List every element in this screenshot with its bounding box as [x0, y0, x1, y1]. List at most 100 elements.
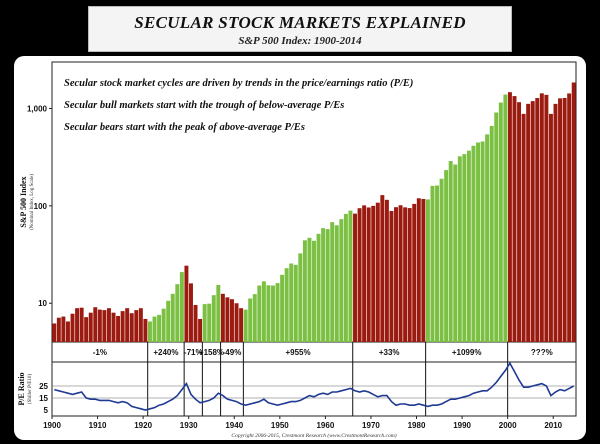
bar-1910 [97, 309, 102, 342]
bar-1900 [52, 323, 57, 342]
bar-1945 [257, 285, 262, 342]
bar-1943 [248, 298, 253, 342]
bar-1960 [325, 229, 330, 342]
bar-1952 [289, 263, 294, 342]
bar-1922 [152, 316, 157, 342]
bar-1901 [56, 317, 61, 342]
x-tick-label: 1920 [134, 421, 152, 430]
bar-1956 [307, 237, 312, 342]
y-tick-label: 1,000 [27, 104, 48, 113]
x-tick-label: 1970 [362, 421, 380, 430]
bar-1948 [271, 285, 275, 342]
bar-1973 [384, 199, 389, 342]
bar-2007 [539, 93, 544, 342]
bar-1954 [298, 253, 303, 342]
bar-1913 [111, 312, 116, 342]
bar-1953 [293, 264, 298, 342]
bar-1919 [138, 308, 143, 342]
bar-1971 [375, 202, 380, 342]
regime-label: +1099% [452, 348, 482, 357]
bar-1923 [157, 314, 162, 342]
bar-1982 [425, 199, 430, 342]
pe-y-tick-label: 15 [39, 394, 48, 403]
chart-svg: 10 100 1,000 S&P 500 Index (Nominal Index, L… [17, 61, 577, 439]
bar-1994 [480, 141, 485, 342]
bar-1963 [339, 219, 344, 342]
x-tick-label: 1940 [225, 421, 243, 430]
bar-1934 [207, 303, 212, 342]
bar-1932 [198, 318, 203, 342]
bar-1927 [175, 284, 180, 342]
plot-panel: 10 100 1,000 S&P 500 Index (Nominal Index, L… [14, 56, 586, 440]
bar-2009 [548, 113, 553, 342]
pe-y-tick-label: 25 [39, 382, 48, 391]
bar-1975 [394, 207, 398, 342]
bar-1902 [61, 316, 66, 342]
bar-1944 [252, 294, 257, 342]
regime-label: +955% [285, 348, 310, 357]
bar-1972 [380, 195, 385, 342]
bar-1968 [362, 205, 367, 342]
plot-border [51, 61, 577, 417]
bar-1980 [416, 198, 421, 342]
bar-1999 [503, 94, 508, 343]
bar-1979 [412, 203, 417, 342]
bar-1955 [302, 240, 307, 342]
regime-label: -1% [93, 348, 107, 357]
bar-1942 [243, 309, 248, 342]
bar-1958 [316, 233, 321, 342]
y-tick-label: 10 [38, 299, 47, 308]
bar-1935 [211, 295, 216, 342]
bar-1905 [75, 308, 80, 342]
bar-1996 [489, 125, 494, 342]
pe-axis-sublabel: (Shiller P/E10) [28, 374, 33, 404]
title-box: SECULAR STOCK MARKETS EXPLAINED S&P 500 … [88, 6, 512, 52]
bar-1904 [70, 313, 75, 342]
bar-2000 [507, 92, 512, 342]
bar-1920 [143, 318, 148, 342]
chart-subtitle: S&P 500 Index: 1900-2014 [238, 35, 362, 47]
bar-1921 [147, 321, 152, 342]
bar-1978 [407, 208, 412, 342]
bar-1976 [398, 205, 403, 342]
bar-1997 [494, 112, 499, 342]
bar-1987 [448, 161, 453, 342]
bar-1917 [129, 313, 134, 342]
bar-1937 [220, 293, 225, 342]
x-tick-label: 2010 [544, 421, 562, 430]
bar-1940 [234, 303, 239, 342]
x-tick-label: 1910 [89, 421, 107, 430]
bar-1990 [462, 154, 467, 342]
x-tick-label: 1960 [316, 421, 334, 430]
bar-1916 [125, 308, 130, 342]
bar-1991 [466, 150, 471, 342]
bar-1918 [134, 310, 139, 342]
x-tick-label: 2000 [499, 421, 517, 430]
annotation-3: Secular bears start with the peak of abo… [64, 122, 305, 133]
y-axis-sublabel: (Nominal Index, Log Scale) [30, 174, 35, 230]
bar-2003 [521, 113, 526, 342]
bar-1998 [498, 102, 503, 342]
bar-1947 [266, 285, 271, 342]
bar-1981 [421, 198, 426, 342]
bar-1915 [120, 311, 125, 342]
x-tick-label: 1980 [408, 421, 426, 430]
bar-1946 [261, 281, 266, 342]
bar-1928 [179, 272, 184, 342]
x-tick-label: 1950 [271, 421, 289, 430]
chart-title: SECULAR STOCK MARKETS EXPLAINED [134, 13, 466, 32]
bar-1933 [202, 304, 207, 342]
x-tick-label: 1990 [453, 421, 471, 430]
bar-1926 [170, 293, 175, 342]
pe-series-line [54, 361, 575, 411]
bar-1938 [225, 297, 230, 342]
bar-2012 [562, 97, 567, 342]
bar-1993 [476, 142, 481, 342]
bar-2005 [530, 101, 535, 342]
bar-1924 [161, 308, 166, 342]
bar-1988 [453, 164, 458, 342]
bar-1995 [485, 134, 490, 342]
bar-1962 [334, 225, 339, 342]
bar-1985 [439, 178, 444, 342]
